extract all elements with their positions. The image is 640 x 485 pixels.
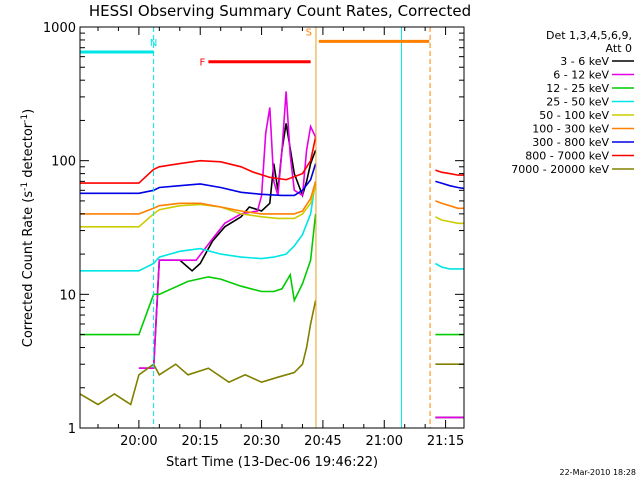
legend-label-3-6-kev: 3 - 6 keV [560, 55, 609, 68]
legend-label-12-25-kev: 12 - 25 keV [546, 82, 609, 95]
y-axis-label-exp2: -1 [20, 114, 30, 123]
x-axis-label: Start Time (13-Dec-06 19:46:22) [166, 455, 378, 470]
x-tick-label-21-00: 21:00 [366, 434, 403, 449]
footer-timestamp: 22-Mar-2010 18:28 [560, 468, 637, 477]
y-axis-label-main: Corrected Count Rate (s [21, 191, 36, 348]
y-axis-label-close: ) [21, 109, 36, 114]
series-800-7000-kev-segment-0 [80, 136, 317, 184]
x-tick-label-20-30: 20:30 [243, 434, 280, 449]
x-tick-label-20-15: 20:15 [181, 434, 218, 449]
vertical-marker-layer [153, 27, 465, 428]
marker-label-f: F [200, 58, 206, 69]
series-layer [80, 91, 464, 419]
marker-label-s: S [306, 27, 312, 38]
y-axis-label-mid: detector [21, 122, 36, 182]
series-50-100-kev-segment-1 [435, 216, 464, 225]
series-100-300-kev-segment-1 [435, 200, 464, 210]
y-axis: 1 10 100 1000 [43, 21, 464, 437]
series-300-800-kev-segment-0 [80, 163, 317, 197]
state-marker-layer: N F S [80, 27, 430, 69]
series-300-800-kev-segment-1 [435, 180, 464, 190]
legend-label-7000-20000-kev: 7000 - 20000 keV [511, 163, 609, 176]
legend-header-attenuator: Att 0 [606, 42, 632, 55]
series-12-25-kev-segment-0 [80, 213, 317, 336]
series-3-6-kev-segment-0 [138, 123, 317, 369]
y-axis-label: Corrected Count Rate (s-1 detector-1) [20, 109, 36, 347]
y-tick-label-10: 10 [59, 288, 76, 303]
legend-header-detectors: Det 1,3,4,5,6,9, [546, 29, 632, 42]
marker-label-n: N [150, 38, 157, 49]
legend-label-100-300-kev: 100 - 300 keV [532, 123, 609, 136]
series-6-12-kev-segment-0 [138, 91, 317, 369]
x-tick-label-20-45: 20:45 [304, 434, 341, 449]
legend-label-300-800-kev: 300 - 800 keV [532, 136, 609, 149]
legend-label-25-50-kev: 25 - 50 keV [546, 96, 609, 109]
legend-label-800-7000-kev: 800 - 7000 keV [525, 150, 609, 163]
x-tick-label-21-15: 21:15 [427, 434, 464, 449]
series-800-7000-kev-segment-1 [435, 169, 464, 176]
y-axis-label-exp1: -1 [20, 182, 30, 191]
legend-label-50-100-kev: 50 - 100 keV [539, 109, 609, 122]
series-7000-20000-kev-segment-0 [80, 300, 317, 406]
plot-frame [79, 26, 465, 429]
series-25-50-kev-segment-0 [80, 181, 317, 272]
y-tick-label-1: 1 [68, 422, 76, 437]
legend-label-6-12-kev: 6 - 12 keV [553, 69, 609, 82]
x-axis: 20:00 20:15 20:30 20:45 21:00 21:15 [97, 27, 464, 449]
x-tick-label-20-00: 20:00 [120, 434, 157, 449]
series-25-50-kev-segment-1 [435, 262, 464, 270]
series-50-100-kev-segment-0 [80, 185, 317, 228]
chart-title: HESSI Observing Summary Count Rates, Cor… [89, 2, 471, 20]
y-tick-label-100: 100 [51, 155, 76, 170]
series-100-300-kev-segment-0 [80, 181, 317, 215]
y-tick-label-1000: 1000 [43, 21, 76, 36]
